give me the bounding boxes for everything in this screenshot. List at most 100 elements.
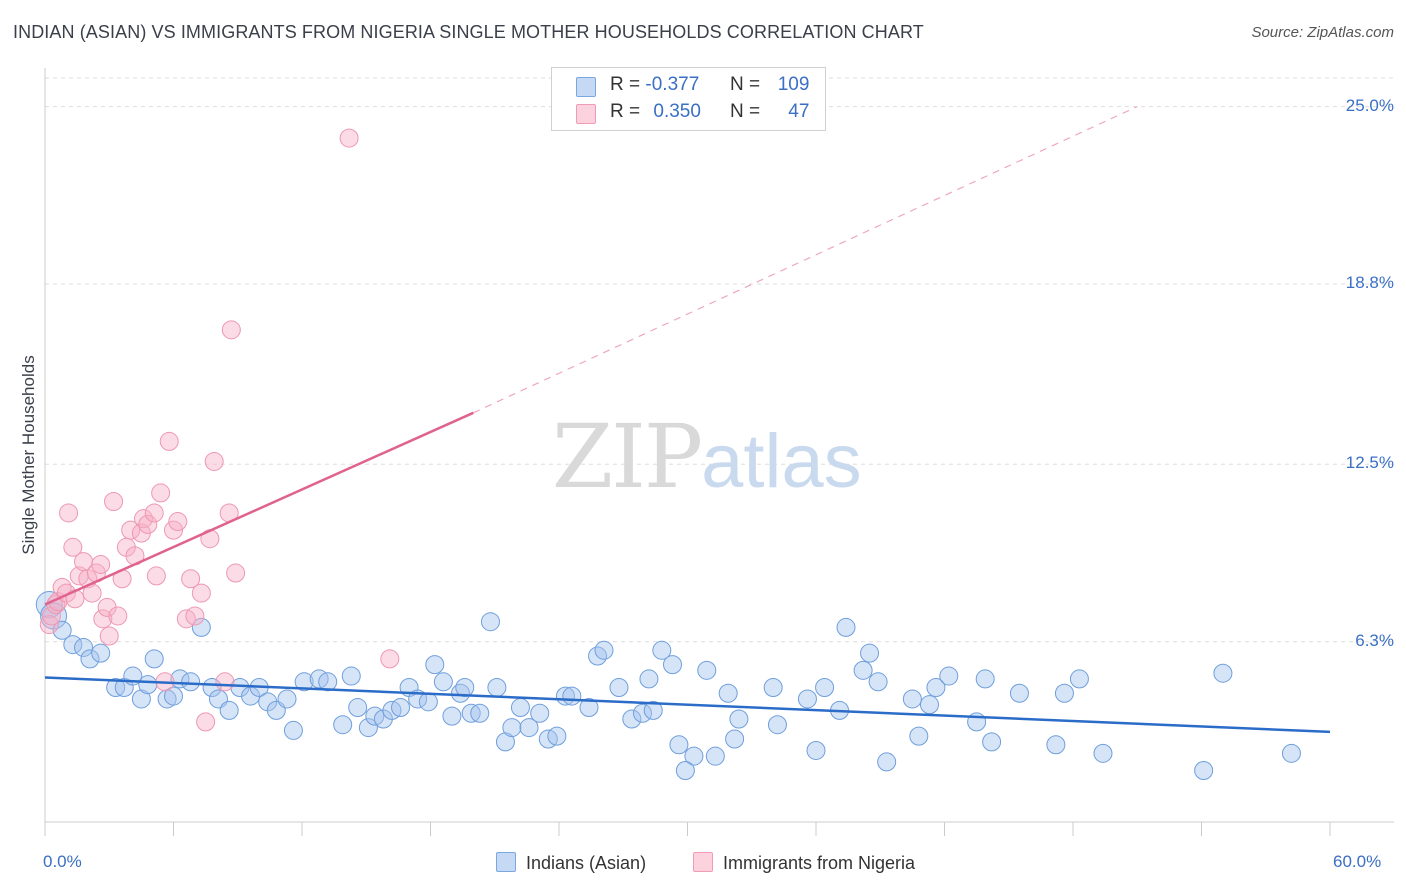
point-indians-asian <box>425 655 445 675</box>
r-value-indians: -0.377 <box>645 74 700 95</box>
point-indians-asian <box>633 703 653 723</box>
point-indians-asian <box>1009 683 1029 703</box>
r-label: R = <box>610 101 641 122</box>
point-indians-asian <box>1069 669 1089 689</box>
point-indians-asian <box>144 649 164 669</box>
x-tick-label-min: 0.0% <box>43 852 82 871</box>
zipatlas-watermark: ZIPatlas <box>552 405 862 508</box>
point-indians-asian <box>391 698 411 718</box>
y-tick-label: 18.8% <box>1345 273 1394 293</box>
point-indians-asian <box>495 732 515 752</box>
point-indians-asian <box>80 649 100 669</box>
point-immigrants-nigeria <box>146 566 166 586</box>
point-indians-asian <box>767 715 787 735</box>
point-indians-asian <box>594 640 614 660</box>
point-immigrants-nigeria <box>59 503 79 523</box>
point-indians-asian <box>341 666 361 686</box>
point-immigrants-nigeria <box>104 492 124 512</box>
point-indians-asian <box>718 683 738 703</box>
point-indians-asian <box>52 620 72 640</box>
point-indians-asian <box>519 718 539 738</box>
legend-swatch-blue <box>496 852 516 872</box>
n-value-indians: 109 <box>777 74 810 95</box>
point-indians-asian <box>333 715 353 735</box>
legend-label-indians: Indians (Asian) <box>526 853 647 873</box>
point-indians-asian <box>725 729 745 749</box>
legend-item-indians[interactable]: Indians (Asian) <box>496 852 646 874</box>
series-legend: Indians (Asian) Immigrants from Nigeria <box>0 852 1406 876</box>
point-indians-asian <box>697 660 717 680</box>
chart-title: INDIAN (ASIAN) VS IMMIGRANTS FROM NIGERI… <box>13 22 924 42</box>
legend-label-nigeria: Immigrants from Nigeria <box>723 853 916 873</box>
point-indians-asian <box>652 640 672 660</box>
point-immigrants-nigeria <box>215 672 235 692</box>
point-indians-asian <box>853 660 873 680</box>
point-indians-asian <box>202 678 222 698</box>
point-indians-asian <box>579 698 599 718</box>
point-indians-asian <box>181 672 201 692</box>
point-immigrants-nigeria <box>185 606 205 626</box>
point-indians-asian <box>806 740 826 760</box>
point-indians-asian <box>609 678 629 698</box>
point-indians-asian <box>74 637 94 657</box>
point-indians-asian <box>1194 760 1214 780</box>
point-indians-asian <box>639 669 659 689</box>
point-indians-asian <box>318 672 338 692</box>
point-indians-asian <box>909 726 929 746</box>
point-immigrants-nigeria <box>91 554 111 574</box>
point-indians-asian <box>442 706 462 726</box>
point-indians-asian <box>502 718 522 738</box>
legend-item-nigeria[interactable]: Immigrants from Nigeria <box>693 852 915 874</box>
point-indians-asian <box>510 698 530 718</box>
point-immigrants-nigeria <box>159 431 179 451</box>
point-indians-asian <box>1213 663 1233 683</box>
point-indians-asian <box>480 612 500 632</box>
point-indians-asian <box>164 686 183 706</box>
point-immigrants-nigeria <box>65 589 85 609</box>
series-immigrants-nigeria <box>39 128 400 732</box>
point-indians-asian <box>547 726 567 746</box>
x-tick-label-max: 60.0% <box>1333 852 1382 871</box>
point-indians-asian <box>283 720 303 740</box>
point-immigrants-nigeria <box>168 512 188 532</box>
legend-swatch-pink <box>576 104 596 124</box>
point-immigrants-nigeria <box>164 520 183 540</box>
y-tick-label: 25.0% <box>1345 95 1394 115</box>
y-tick-label: 12.5% <box>1345 453 1394 473</box>
point-indians-asian <box>675 760 695 780</box>
axes <box>44 68 1394 836</box>
point-indians-asian <box>684 746 704 766</box>
trend-lines <box>44 106 1331 734</box>
y-axis-title: Single Mother Households <box>19 355 38 555</box>
point-indians-asian <box>455 678 475 698</box>
y-tick-label: 6.3% <box>1355 630 1394 650</box>
point-indians-asian <box>797 689 817 709</box>
point-indians-asian <box>219 700 239 720</box>
point-immigrants-nigeria <box>121 520 141 540</box>
point-indians-asian <box>763 678 783 698</box>
point-indians-asian <box>975 669 995 689</box>
point-indians-asian <box>358 718 378 738</box>
legend-swatch-pink <box>693 852 713 872</box>
point-indians-asian <box>939 666 959 686</box>
point-immigrants-nigeria <box>151 483 171 503</box>
point-indians-asian <box>669 735 689 755</box>
point-indians-asian <box>91 643 111 663</box>
point-immigrants-nigeria <box>191 583 211 603</box>
legend-swatch-blue <box>576 77 596 97</box>
point-indians-asian <box>138 675 158 695</box>
point-immigrants-nigeria <box>144 503 164 523</box>
point-indians-asian <box>418 692 438 712</box>
point-immigrants-nigeria <box>99 626 119 646</box>
point-indians-asian <box>191 617 211 637</box>
point-immigrants-nigeria <box>221 320 241 340</box>
point-indians-asian <box>920 695 940 715</box>
point-indians-asian <box>1281 743 1301 763</box>
point-immigrants-nigeria <box>108 606 128 626</box>
source-credit: Source: ZipAtlas.com <box>1251 24 1394 41</box>
point-indians-asian <box>348 698 368 718</box>
point-indians-asian <box>877 752 897 772</box>
n-label: N = <box>730 74 761 95</box>
point-immigrants-nigeria <box>181 569 201 589</box>
